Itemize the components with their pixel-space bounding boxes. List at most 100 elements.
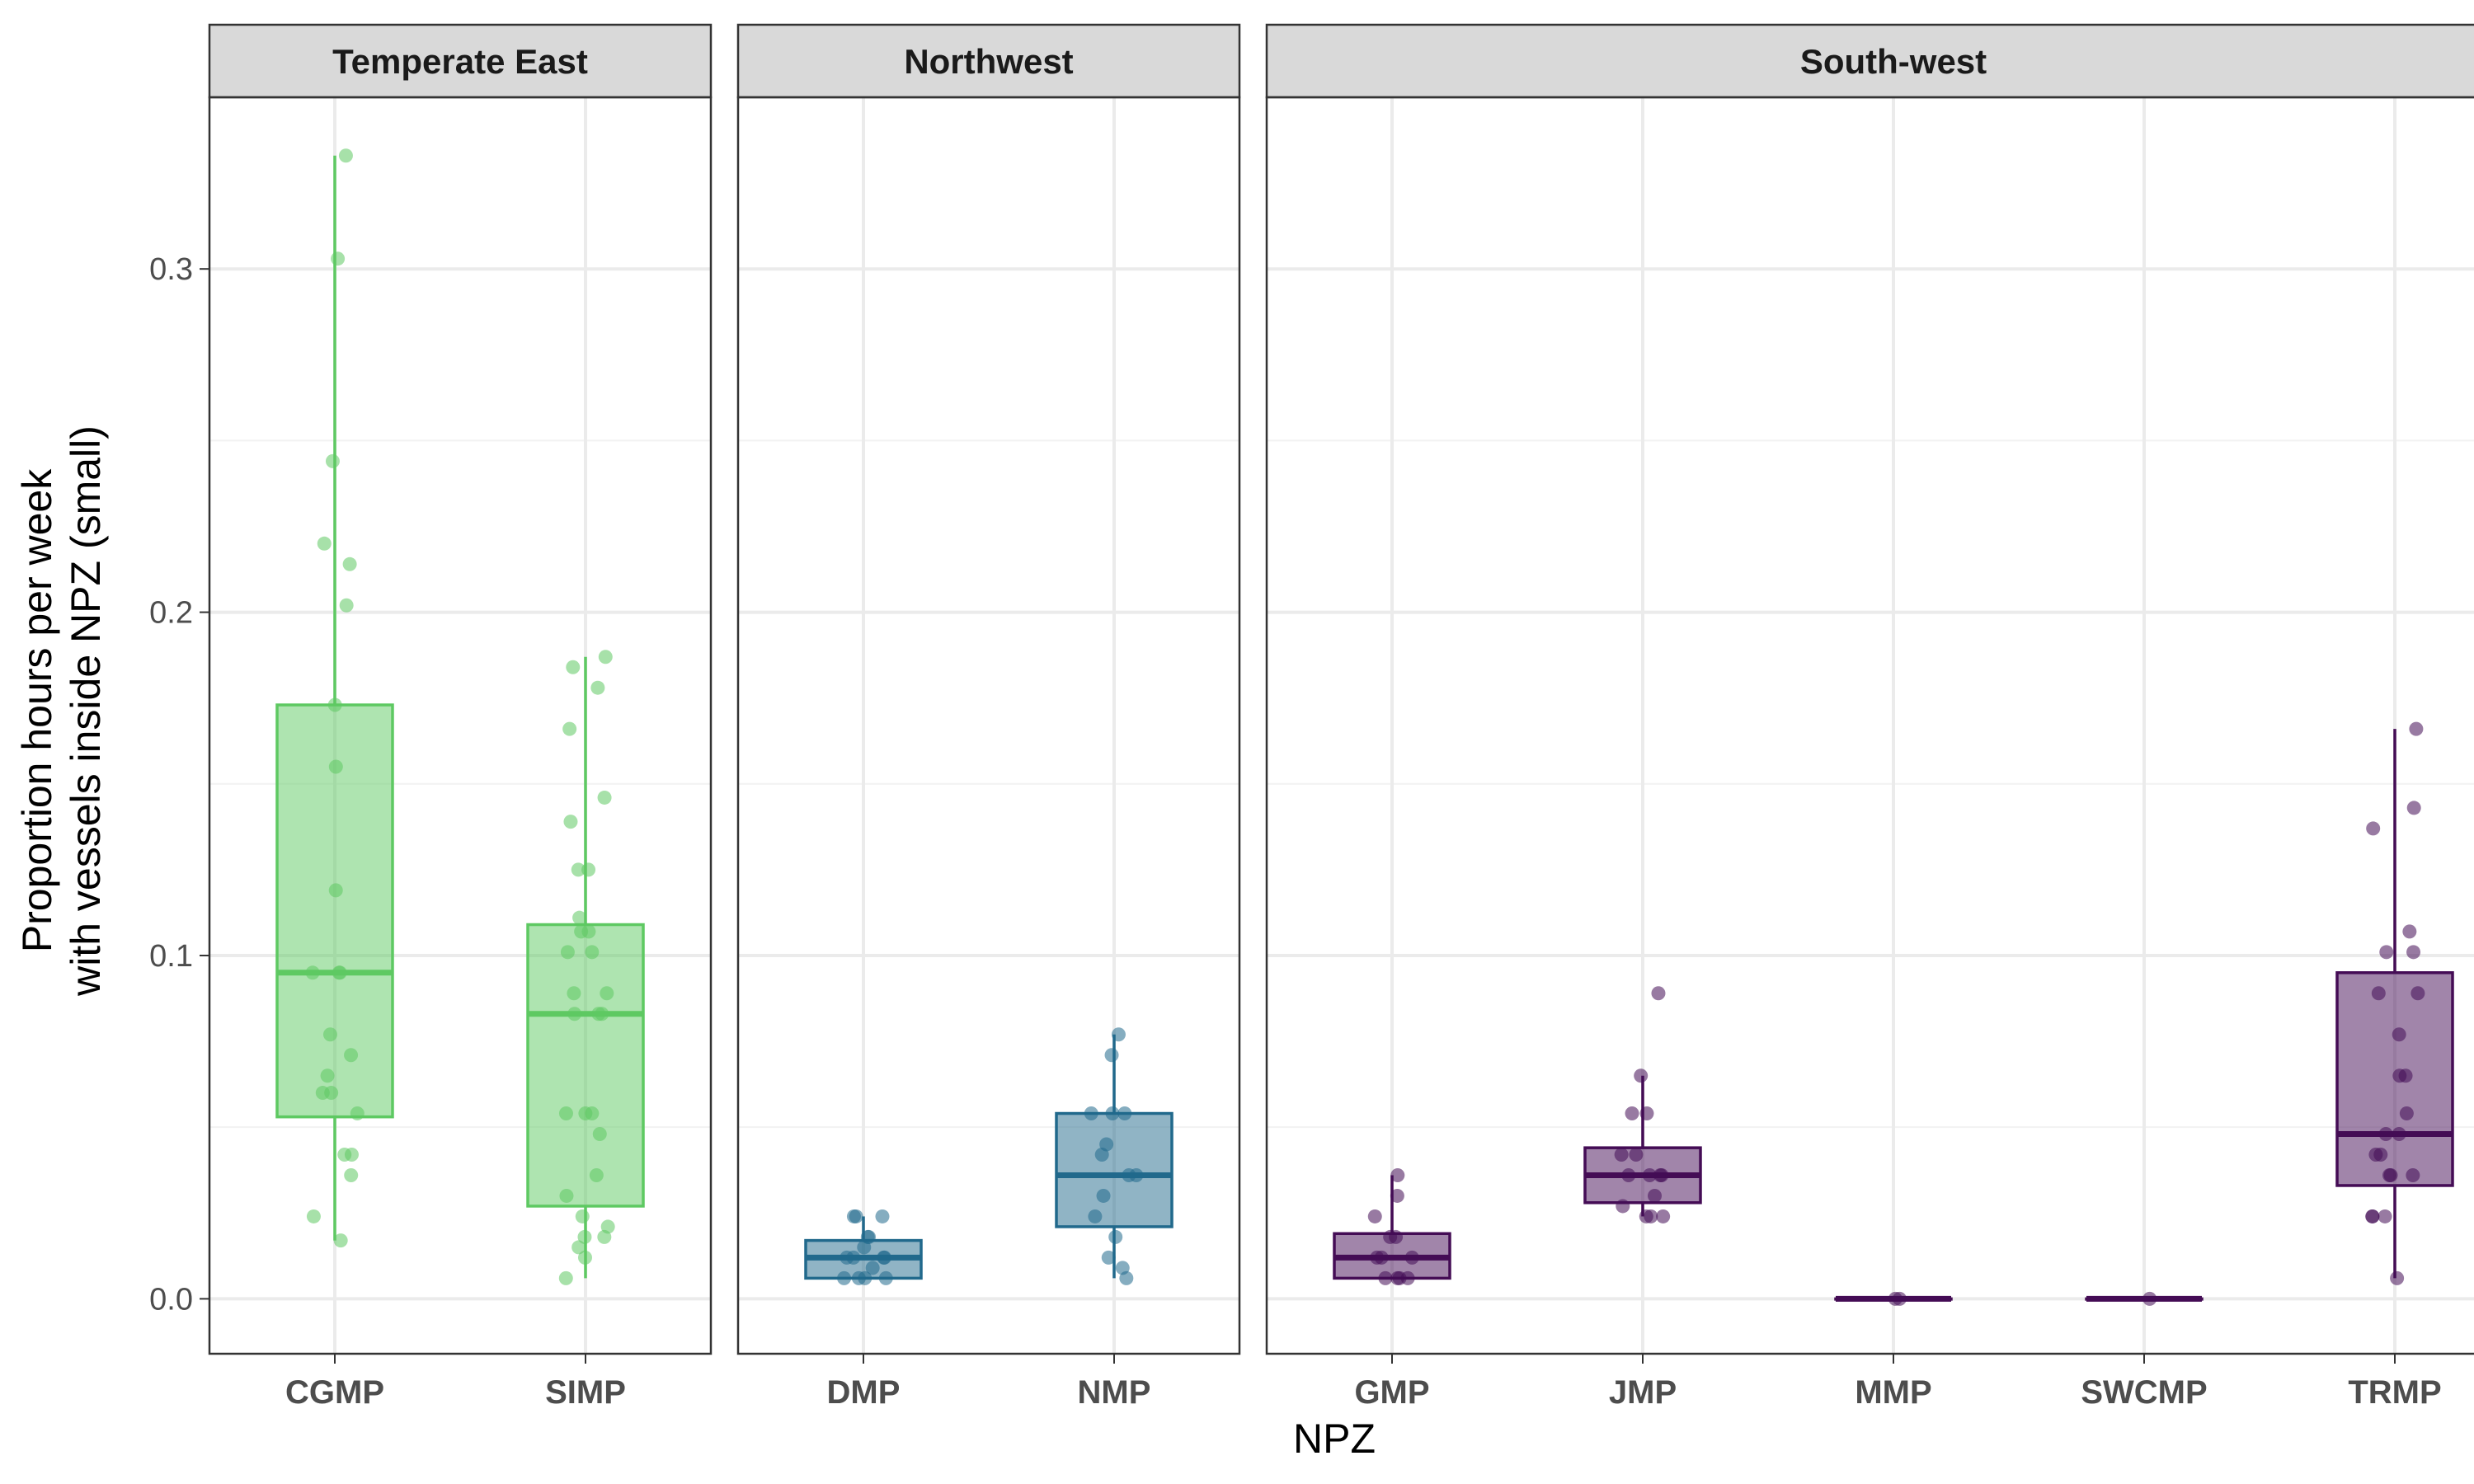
data-point	[1104, 1048, 1119, 1063]
data-point	[1119, 1270, 1134, 1285]
data-point	[325, 453, 340, 468]
data-point	[1639, 1106, 1654, 1121]
data-point	[578, 1106, 593, 1121]
facet-strip-label: Northwest	[904, 42, 1073, 81]
data-point	[328, 883, 343, 898]
y-tick-label: 0.0	[149, 1282, 193, 1317]
data-point	[567, 1007, 582, 1021]
data-point	[2378, 1127, 2393, 1142]
data-point	[877, 1250, 892, 1265]
data-point	[306, 1209, 321, 1223]
facet-strip-label: South-west	[1800, 42, 1987, 81]
data-point	[2411, 986, 2425, 1001]
data-point	[339, 598, 354, 613]
data-point	[575, 1209, 590, 1223]
data-point	[1616, 1199, 1630, 1214]
data-point	[1390, 1167, 1405, 1182]
data-point	[1625, 1106, 1639, 1121]
data-point	[1117, 1106, 1132, 1121]
data-point	[571, 862, 586, 877]
panel-border	[736, 96, 1241, 1355]
x-tick-label: MMP	[1855, 1374, 1931, 1411]
data-point	[2371, 986, 2386, 1001]
data-point	[581, 924, 596, 939]
x-tick-label: SIMP	[545, 1374, 626, 1411]
data-point	[2142, 1291, 2157, 1306]
data-point	[1094, 1147, 1109, 1162]
data-point	[1084, 1106, 1098, 1121]
facet-strip-label: Temperate East	[332, 42, 588, 81]
data-point	[857, 1240, 872, 1255]
facet-strip: South-west	[1265, 23, 2474, 99]
data-point	[1389, 1229, 1404, 1244]
data-point	[2409, 721, 2424, 736]
data-point	[1108, 1229, 1123, 1244]
box-group: MMP	[1834, 1291, 1953, 1411]
data-point	[2390, 1270, 2405, 1285]
x-tick-label: SWCMP	[2081, 1374, 2207, 1411]
x-tick-label: NMP	[1078, 1374, 1151, 1411]
data-point	[1404, 1250, 1419, 1265]
data-point	[1639, 1209, 1653, 1223]
y-tick-label: 0.2	[149, 596, 193, 631]
data-point	[1892, 1291, 1907, 1306]
facet-strip: Northwest	[736, 23, 1241, 99]
data-point	[1614, 1147, 1629, 1162]
data-point	[1621, 1167, 1636, 1182]
data-point	[2379, 945, 2394, 960]
x-tick-label: TRMP	[2348, 1374, 2441, 1411]
facet-panel: Temperate East CGMP SIMP	[208, 23, 713, 1411]
data-point	[560, 945, 575, 960]
panel-border	[208, 96, 713, 1355]
data-point	[2392, 1068, 2407, 1083]
y-tick-label: 0.3	[149, 252, 193, 287]
data-point	[598, 650, 613, 665]
box-group: CGMP	[275, 148, 394, 1411]
facet-strip-background	[208, 23, 713, 99]
data-point	[2406, 801, 2421, 815]
data-point	[592, 1127, 607, 1142]
facet-strip: Temperate East	[208, 23, 713, 99]
y-axis-title-line-1: Proportion hours per week	[14, 468, 60, 952]
data-point	[342, 556, 357, 571]
data-point	[2378, 1209, 2392, 1223]
data-point	[581, 862, 596, 877]
data-point	[2383, 1167, 2398, 1182]
x-tick-label: DMP	[827, 1374, 901, 1411]
panel-background	[1267, 97, 2474, 1354]
data-point	[1374, 1250, 1389, 1265]
data-point	[1101, 1250, 1116, 1265]
data-point	[1656, 1209, 1671, 1223]
data-point	[350, 1106, 365, 1121]
data-point	[1129, 1167, 1144, 1182]
data-point	[1105, 1106, 1120, 1121]
data-point	[320, 1068, 335, 1083]
box-group: SWCMP	[2081, 1291, 2208, 1411]
x-tick-label: JMP	[1609, 1374, 1677, 1411]
x-tick-label: CGMP	[285, 1374, 384, 1411]
box-group: GMP	[1333, 1167, 1451, 1411]
data-point	[851, 1270, 866, 1285]
data-point	[875, 1209, 890, 1223]
x-tick-label: GMP	[1354, 1374, 1429, 1411]
data-point	[1111, 1027, 1126, 1042]
data-point	[558, 1106, 573, 1121]
data-point	[572, 910, 587, 925]
data-point	[328, 759, 343, 774]
data-point	[344, 1048, 359, 1063]
data-point	[878, 1270, 893, 1285]
data-point	[1096, 1188, 1111, 1203]
data-point	[571, 1240, 586, 1255]
data-point	[840, 1250, 854, 1265]
box-group: DMP	[804, 1209, 923, 1411]
data-point	[1390, 1188, 1404, 1203]
data-point	[590, 680, 605, 695]
x-axis-title: NPZ	[1293, 1416, 1376, 1462]
data-point	[585, 945, 600, 960]
panel-border	[1265, 96, 2474, 1355]
data-point	[1648, 1188, 1663, 1203]
y-axis-title: Proportion hours per week with vessels i…	[14, 425, 109, 997]
data-point	[2392, 1127, 2406, 1142]
